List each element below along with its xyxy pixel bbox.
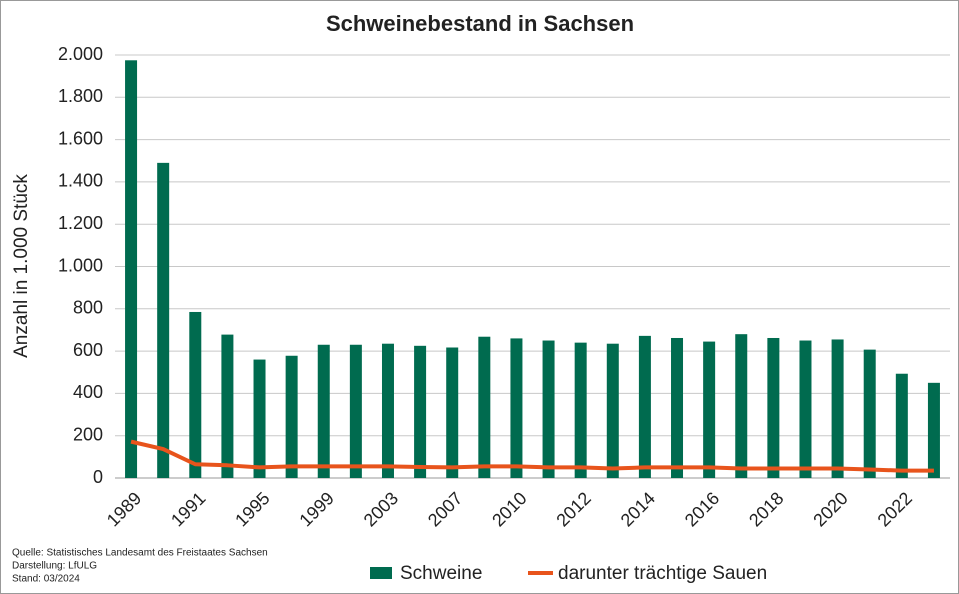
bar — [927, 382, 940, 478]
bar — [703, 341, 716, 478]
bar — [317, 344, 330, 478]
source: Darstellung: LfULG — [12, 561, 97, 572]
source: Quelle: Statistisches Landesamt des Frei… — [12, 548, 268, 559]
bar — [189, 311, 202, 478]
legend-label: Schweine — [400, 563, 482, 584]
y-tick-label: 1.200 — [58, 213, 103, 233]
bar — [831, 339, 844, 478]
chart-title: Schweinebestand in Sachsen — [326, 11, 634, 36]
legend-swatch — [370, 567, 392, 579]
bar — [221, 334, 234, 478]
y-tick-label: 800 — [73, 298, 103, 318]
source: Stand: 03/2024 — [12, 574, 80, 585]
bar — [606, 343, 619, 478]
line — [130, 439, 934, 473]
bar — [510, 338, 523, 478]
legend-label: darunter trächtige Sauen — [558, 563, 767, 584]
y-tick-label: 400 — [73, 382, 103, 402]
bar — [895, 373, 908, 478]
bar — [253, 359, 266, 478]
bar — [542, 340, 555, 478]
bar — [574, 342, 587, 478]
y-tick-label: 1.400 — [58, 171, 103, 191]
y-tick-label: 1.600 — [58, 128, 103, 148]
bar — [446, 347, 459, 478]
bar — [863, 349, 876, 478]
bar — [767, 337, 780, 478]
bar — [349, 344, 362, 478]
bar — [414, 345, 427, 478]
y-tick-label: 1.800 — [58, 86, 103, 106]
bar — [157, 162, 170, 479]
bar — [125, 60, 138, 478]
y-axis-title: Anzahl in 1.000 Stück — [11, 174, 32, 358]
y-tick-label: 2.000 — [58, 44, 103, 64]
bar — [671, 337, 684, 478]
y-tick-label: 1.000 — [58, 255, 103, 275]
bar — [381, 343, 394, 478]
y-tick-label: 0 — [93, 467, 103, 487]
y-tick-label: 200 — [73, 424, 103, 444]
bar — [478, 336, 491, 478]
bar — [735, 334, 748, 478]
y-tick-label: 600 — [73, 340, 103, 360]
bar — [638, 335, 651, 478]
bar — [799, 340, 812, 478]
bar — [285, 355, 298, 478]
